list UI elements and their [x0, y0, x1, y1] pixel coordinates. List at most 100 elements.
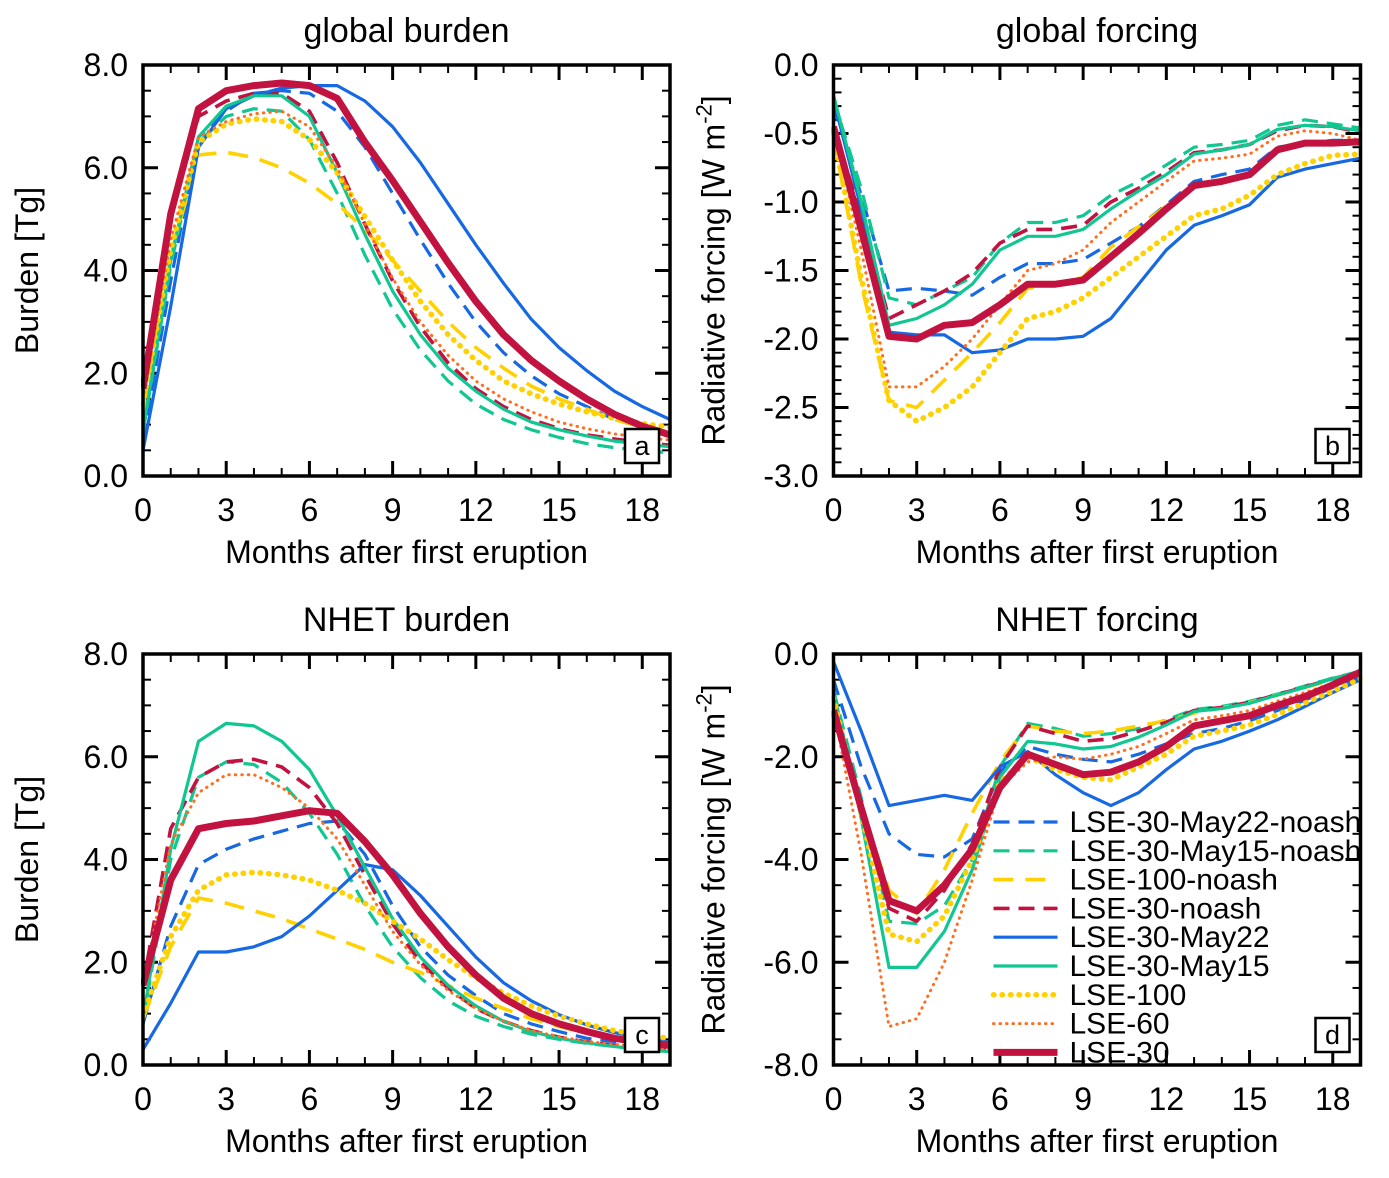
y-tick-label: -2.0	[763, 739, 818, 775]
x-tick-label: 12	[1149, 492, 1185, 528]
legend-entry: LSE-30-May15-noash	[993, 835, 1362, 868]
x-tick-label: 15	[1232, 1081, 1268, 1117]
y-tick-label: -4.0	[763, 842, 818, 878]
x-tick-label: 15	[1232, 492, 1268, 528]
series-line-LSE-100	[831, 675, 1363, 945]
legend-label: LSE-60	[1070, 1008, 1170, 1041]
x-axis-label: Months after first eruption	[225, 534, 588, 570]
y-tick-label: -0.5	[763, 116, 818, 152]
x-tick-label: 0	[134, 1081, 152, 1117]
series-line-LSE-30-May22-noash	[831, 675, 1362, 859]
panel-b-global-forcing-chart: global forcing 0 3 6 9 12 15 18 0.0 -0.5 -1.0 -1.5 -…	[692, 12, 1363, 570]
series-line-LSE-30-May15	[141, 94, 671, 449]
chart-title: NHET forcing	[995, 601, 1198, 639]
panel-label-box	[1314, 1016, 1351, 1054]
y-axis-label: Radiative forcing [W m-2]	[692, 95, 732, 445]
x-tick-label: 6	[991, 492, 1009, 528]
series-line-LSE-30-May22-noash	[831, 105, 1361, 297]
panel-label: c	[635, 1020, 649, 1050]
y-tick-label: 2.0	[84, 944, 128, 980]
series-line-LSE-30-May15-noash	[141, 107, 671, 455]
x-tick-label: 0	[825, 492, 843, 528]
legend-label: LSE-30-May22-noash	[1070, 806, 1362, 839]
x-tick-label: 18	[624, 492, 660, 528]
y-tick-label: 6.0	[84, 739, 128, 775]
x-tick-label: 9	[384, 492, 402, 528]
legend: LSE-30-May22-noashLSE-30-May15-noashLSE-…	[990, 806, 1362, 1069]
legend-label: LSE-30-May22	[1070, 921, 1270, 954]
series-line-LSE-30-noash	[141, 757, 671, 1053]
y-tick-label: -2.5	[763, 390, 818, 426]
panel-label: a	[634, 431, 650, 461]
panel-d-nhet-forcing-chart: NHET forcing 0 3 6 9 12 15 18 0.0 -2.0 -4.0 -6.0 -8.…	[692, 601, 1363, 1159]
legend-label: LSE-30-May15	[1070, 950, 1270, 983]
y-tick-label: 4.0	[84, 253, 128, 289]
panel-label: b	[1325, 431, 1340, 461]
x-axis-label: Months after first eruption	[916, 534, 1279, 570]
legend-label: LSE-30-noash	[1070, 892, 1262, 925]
series-line-LSE-60	[141, 109, 672, 442]
y-tick-label: 8.0	[84, 636, 128, 672]
series-line-LSE-30-May15	[831, 669, 1361, 969]
panel-label-box	[1314, 427, 1351, 465]
chart-title: global forcing	[996, 12, 1198, 50]
x-axis-label: Months after first eruption	[916, 1123, 1279, 1159]
y-tick-label: -3.0	[763, 458, 818, 494]
legend-entry: LSE-30-May22	[993, 921, 1270, 954]
series-group	[141, 721, 672, 1054]
series-line-LSE-30	[831, 668, 1362, 915]
series-group	[141, 79, 672, 455]
y-tick-label: -2.0	[763, 321, 818, 357]
series-line-LSE-30-May15	[831, 94, 1361, 327]
x-tick-label: 15	[541, 492, 577, 528]
legend-entry: LSE-30	[993, 1036, 1170, 1069]
x-tick-label: 12	[458, 492, 494, 528]
series-line-LSE-60	[832, 125, 1362, 389]
panel-label: d	[1325, 1020, 1340, 1050]
y-tick-label: -1.5	[763, 253, 818, 289]
x-tick-label: 3	[217, 1081, 235, 1117]
legend-label: LSE-100	[1070, 979, 1187, 1012]
y-tick-label: 0.0	[84, 1047, 128, 1083]
y-tick-label: 4.0	[84, 842, 128, 878]
y-tick-label: -8.0	[763, 1047, 818, 1083]
y-tick-label: 6.0	[84, 150, 128, 186]
panel-label-box	[623, 427, 661, 465]
plot-frame	[831, 652, 1363, 1067]
panel-c-nhet-burden-chart: NHET burden 0 3 6 9 12 15 18 0.0 2.0 4.0 6.0 8.0 Mont…	[9, 601, 672, 1159]
y-tick-label: 0.0	[774, 636, 818, 672]
series-line-LSE-100	[141, 869, 672, 1042]
legend-label: LSE-30	[1070, 1036, 1170, 1069]
x-axis-label: Months after first eruption	[225, 1123, 588, 1159]
series-line-LSE-30-May22	[141, 83, 671, 451]
legend-entry: LSE-30-noash	[993, 892, 1262, 925]
legend-entry: LSE-100	[990, 979, 1187, 1012]
series-line-LSE-30-May15	[141, 721, 671, 1054]
series-line-LSE-30-May22	[831, 98, 1361, 355]
panel-label-box	[623, 1016, 661, 1054]
legend-entry: LSE-60	[992, 1008, 1170, 1041]
legend-label: LSE-30-May15-noash	[1070, 835, 1362, 868]
x-tick-label: 9	[1074, 492, 1092, 528]
y-axis-label: Burden [Tg]	[9, 776, 45, 943]
series-line-LSE-30	[141, 79, 672, 439]
y-tick-label: 8.0	[84, 47, 128, 83]
x-tick-label: 18	[1315, 1081, 1351, 1117]
series-line-LSE-100	[141, 116, 672, 430]
x-tick-label: 6	[301, 492, 319, 528]
chart-title: global burden	[303, 12, 509, 50]
y-axis-label: Burden [Tg]	[9, 187, 45, 354]
series-group	[831, 661, 1363, 1028]
x-tick-label: 3	[908, 1081, 926, 1117]
legend-entry: LSE-30-May15	[993, 950, 1270, 983]
x-tick-label: 12	[458, 1081, 494, 1117]
legend-entry: LSE-100-noash	[993, 864, 1278, 897]
y-tick-label: 0.0	[774, 47, 818, 83]
y-tick-label: -6.0	[763, 944, 818, 980]
series-line-LSE-60	[141, 773, 672, 1052]
x-tick-label: 9	[384, 1081, 402, 1117]
x-tick-label: 18	[624, 1081, 660, 1117]
series-line-LSE-30-May22	[832, 661, 1362, 808]
y-tick-label: -1.0	[763, 184, 818, 220]
